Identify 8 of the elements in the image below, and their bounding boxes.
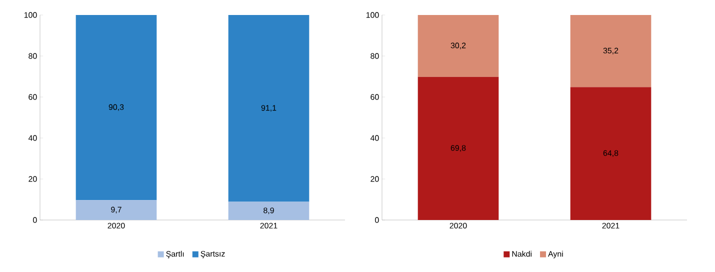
bar xyxy=(570,15,652,88)
bar xyxy=(418,76,499,220)
bar xyxy=(418,15,499,77)
bar xyxy=(228,202,310,220)
bar xyxy=(570,87,652,220)
bar xyxy=(76,15,157,200)
bar xyxy=(228,15,310,202)
bar xyxy=(76,200,157,220)
